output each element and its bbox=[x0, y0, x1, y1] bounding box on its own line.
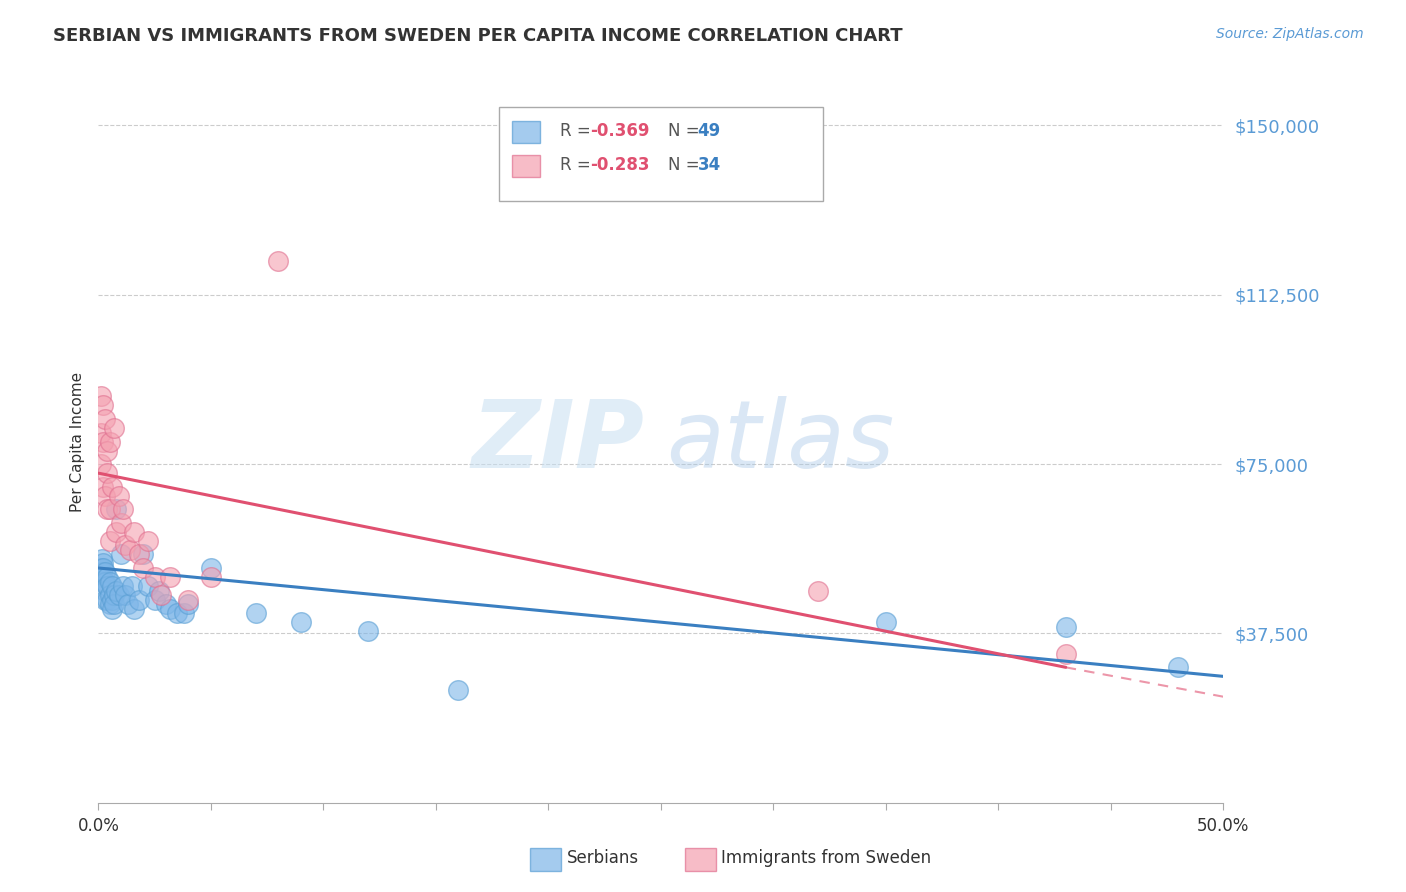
Point bbox=[807, 583, 830, 598]
Text: Source: ZipAtlas.com: Source: ZipAtlas.com bbox=[1216, 27, 1364, 41]
Point bbox=[105, 502, 128, 516]
Text: 34: 34 bbox=[697, 156, 721, 174]
Point bbox=[103, 421, 125, 435]
Point bbox=[94, 412, 117, 426]
Text: R =: R = bbox=[560, 122, 596, 140]
Text: -0.283: -0.283 bbox=[591, 156, 650, 174]
Point bbox=[132, 561, 155, 575]
Point bbox=[98, 533, 121, 548]
Point bbox=[159, 570, 181, 584]
Text: N =: N = bbox=[668, 156, 704, 174]
Text: Immigrants from Sweden: Immigrants from Sweden bbox=[721, 849, 931, 867]
Point bbox=[136, 533, 159, 548]
Point bbox=[1054, 647, 1077, 661]
Point bbox=[91, 398, 114, 412]
Point bbox=[98, 434, 121, 449]
Point bbox=[132, 548, 155, 562]
Point bbox=[91, 480, 114, 494]
Point bbox=[90, 566, 112, 580]
Point bbox=[91, 574, 114, 589]
Point bbox=[101, 601, 124, 615]
Point bbox=[357, 624, 380, 639]
Point bbox=[200, 561, 222, 575]
Point bbox=[94, 574, 117, 589]
Point bbox=[155, 597, 177, 611]
Point bbox=[121, 579, 143, 593]
Point bbox=[148, 583, 170, 598]
Point bbox=[98, 588, 121, 602]
Point bbox=[103, 588, 125, 602]
Point bbox=[90, 457, 112, 471]
Point bbox=[98, 574, 121, 589]
Point bbox=[200, 570, 222, 584]
Point bbox=[124, 601, 146, 615]
Point bbox=[136, 579, 159, 593]
Point bbox=[150, 588, 173, 602]
Point bbox=[245, 606, 267, 620]
Point bbox=[177, 597, 200, 611]
Point bbox=[101, 592, 124, 607]
Point bbox=[105, 583, 128, 598]
Point bbox=[110, 516, 132, 530]
Text: 49: 49 bbox=[697, 122, 721, 140]
Point bbox=[128, 592, 150, 607]
Point bbox=[128, 548, 150, 562]
Point bbox=[94, 566, 117, 580]
Point bbox=[159, 601, 181, 615]
Text: atlas: atlas bbox=[666, 396, 894, 487]
Point bbox=[110, 548, 132, 562]
Point bbox=[124, 524, 146, 539]
Point bbox=[107, 489, 129, 503]
Point bbox=[91, 561, 114, 575]
Text: -0.369: -0.369 bbox=[591, 122, 650, 140]
Point bbox=[96, 570, 118, 584]
Point bbox=[166, 606, 188, 620]
Point bbox=[114, 538, 136, 552]
Point bbox=[98, 502, 121, 516]
Point bbox=[91, 434, 114, 449]
Point bbox=[96, 592, 118, 607]
Point bbox=[96, 579, 118, 593]
Point bbox=[112, 579, 135, 593]
Point bbox=[90, 425, 112, 440]
Point bbox=[107, 588, 129, 602]
Point bbox=[98, 597, 121, 611]
Point bbox=[90, 552, 112, 566]
Point bbox=[96, 502, 118, 516]
Point bbox=[143, 592, 166, 607]
Text: R =: R = bbox=[560, 156, 596, 174]
Point bbox=[91, 557, 114, 571]
Text: ZIP: ZIP bbox=[471, 395, 644, 488]
Point bbox=[94, 592, 117, 607]
Point bbox=[290, 615, 312, 630]
Point bbox=[105, 524, 128, 539]
Point bbox=[875, 615, 897, 630]
Point bbox=[101, 480, 124, 494]
Point bbox=[114, 588, 136, 602]
Point bbox=[96, 466, 118, 480]
Point bbox=[90, 561, 112, 575]
Text: Serbians: Serbians bbox=[567, 849, 638, 867]
Point bbox=[96, 443, 118, 458]
Point bbox=[1167, 660, 1189, 674]
Point bbox=[1054, 620, 1077, 634]
Point bbox=[101, 579, 124, 593]
Point bbox=[94, 489, 117, 503]
Point bbox=[90, 570, 112, 584]
Point bbox=[117, 597, 139, 611]
Text: N =: N = bbox=[668, 122, 704, 140]
Point bbox=[118, 542, 141, 557]
Y-axis label: Per Capita Income: Per Capita Income bbox=[69, 371, 84, 512]
Point bbox=[267, 253, 290, 268]
Point bbox=[103, 597, 125, 611]
Point bbox=[177, 592, 200, 607]
Point bbox=[94, 583, 117, 598]
Text: SERBIAN VS IMMIGRANTS FROM SWEDEN PER CAPITA INCOME CORRELATION CHART: SERBIAN VS IMMIGRANTS FROM SWEDEN PER CA… bbox=[53, 27, 903, 45]
Point bbox=[447, 682, 470, 697]
Point bbox=[90, 389, 112, 403]
Point bbox=[112, 502, 135, 516]
Point bbox=[173, 606, 195, 620]
Point bbox=[143, 570, 166, 584]
